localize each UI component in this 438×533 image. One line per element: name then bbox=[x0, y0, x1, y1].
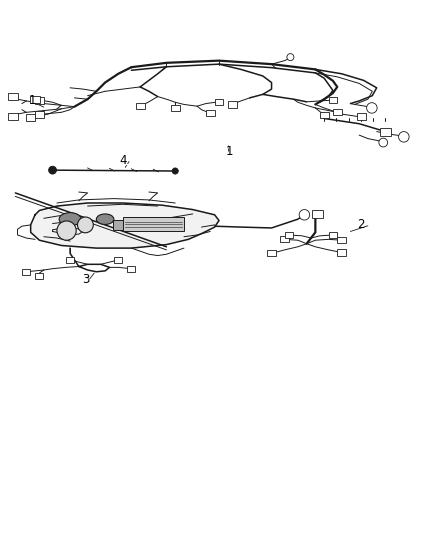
Bar bbox=[35, 110, 44, 118]
Circle shape bbox=[172, 168, 178, 174]
Circle shape bbox=[49, 166, 57, 174]
Bar bbox=[215, 99, 223, 105]
Text: 2: 2 bbox=[357, 219, 365, 231]
Bar bbox=[35, 96, 44, 103]
Bar bbox=[8, 93, 18, 100]
Bar bbox=[123, 217, 184, 231]
Polygon shape bbox=[31, 203, 219, 248]
Bar bbox=[328, 97, 337, 103]
Bar bbox=[22, 269, 30, 274]
Bar bbox=[312, 210, 323, 218]
Circle shape bbox=[399, 132, 409, 142]
Circle shape bbox=[299, 209, 310, 220]
Bar bbox=[26, 114, 35, 121]
Bar bbox=[8, 113, 18, 120]
Text: 1: 1 bbox=[28, 94, 36, 108]
Ellipse shape bbox=[59, 213, 81, 226]
Bar bbox=[328, 232, 337, 238]
Bar bbox=[320, 112, 328, 118]
Bar bbox=[30, 96, 40, 103]
Bar bbox=[127, 266, 135, 271]
Bar bbox=[171, 105, 180, 111]
Bar bbox=[35, 273, 43, 279]
Text: 4: 4 bbox=[119, 154, 127, 167]
Bar bbox=[285, 232, 293, 238]
Ellipse shape bbox=[96, 214, 114, 224]
Bar bbox=[206, 110, 215, 116]
Bar bbox=[380, 128, 391, 135]
Circle shape bbox=[367, 103, 377, 113]
Bar bbox=[113, 220, 124, 230]
Bar bbox=[333, 109, 342, 115]
Bar bbox=[267, 251, 276, 256]
Circle shape bbox=[57, 221, 76, 240]
Bar bbox=[337, 237, 346, 243]
Bar bbox=[228, 101, 237, 108]
Bar bbox=[337, 249, 346, 255]
Bar bbox=[114, 257, 122, 263]
Circle shape bbox=[287, 54, 294, 61]
Circle shape bbox=[78, 217, 93, 233]
Text: 1: 1 bbox=[226, 145, 233, 158]
Bar bbox=[357, 113, 366, 120]
Bar bbox=[66, 257, 74, 263]
Circle shape bbox=[379, 138, 388, 147]
Text: 3: 3 bbox=[82, 273, 89, 286]
Bar bbox=[280, 236, 289, 243]
Bar bbox=[136, 103, 145, 109]
